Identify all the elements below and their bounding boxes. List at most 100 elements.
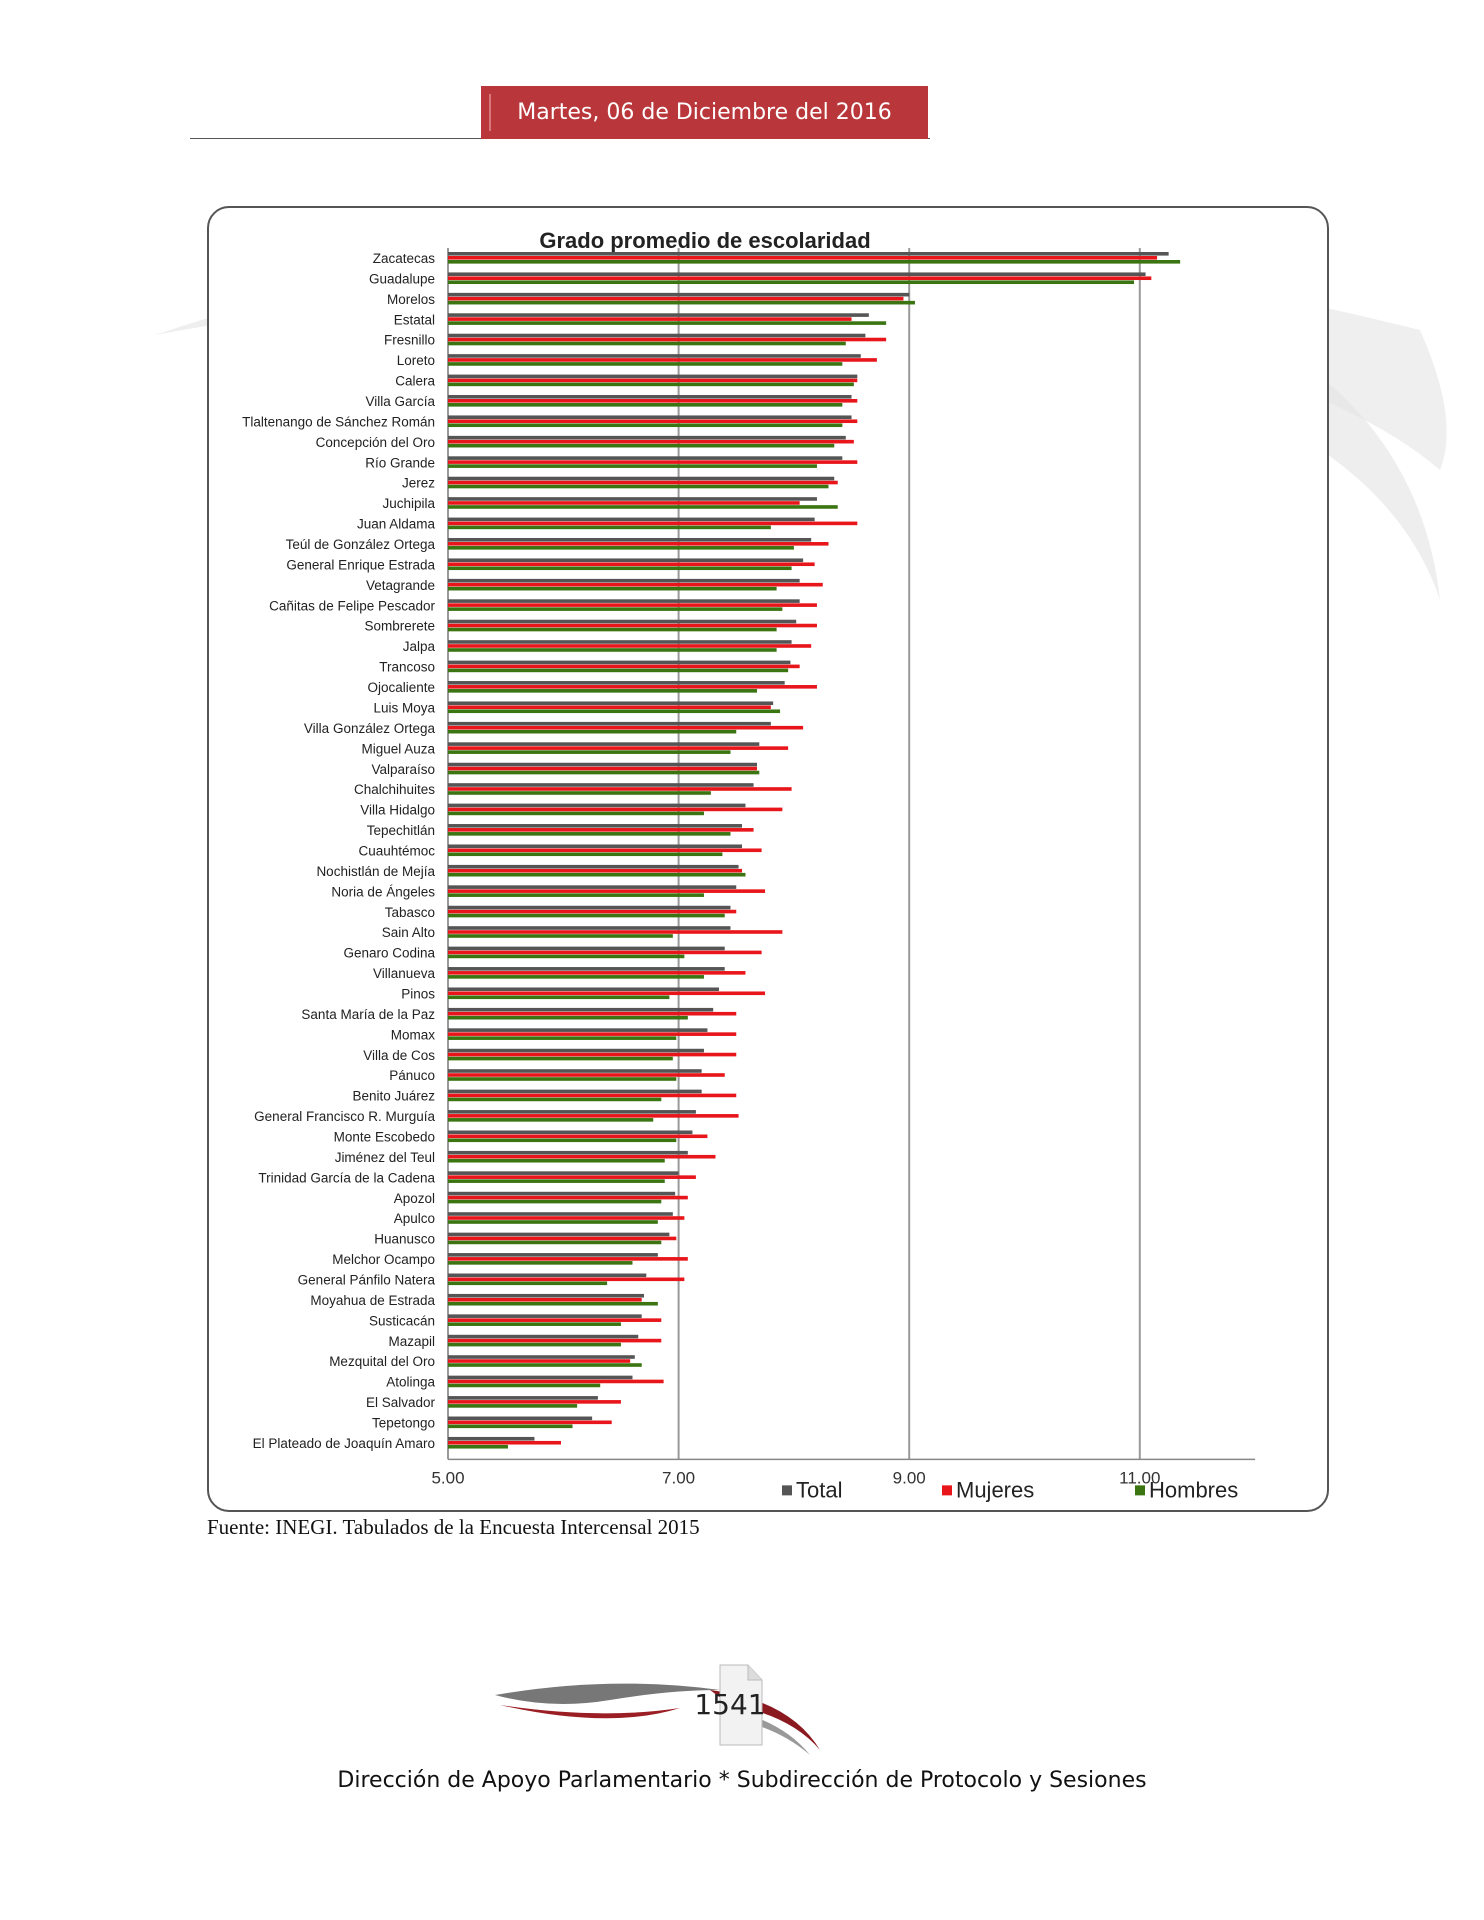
bar-hombres-45 <box>448 1179 665 1183</box>
bar-total-0 <box>448 252 1169 256</box>
bar-hombres-50 <box>448 1281 608 1286</box>
category-label-24: Miguel Auza <box>361 741 435 756</box>
bar-total-18 <box>448 619 797 624</box>
bar-hombres-3 <box>448 321 887 325</box>
bar-mujeres-13 <box>448 521 858 526</box>
bar-total-33 <box>448 926 731 930</box>
bar-hombres-0 <box>448 260 1181 264</box>
bar-mujeres-41 <box>448 1093 737 1098</box>
bar-mujeres-4 <box>448 337 887 342</box>
bar-total-26 <box>448 783 754 787</box>
bar-hombres-22 <box>448 709 781 714</box>
bar-mujeres-9 <box>448 439 854 444</box>
bar-hombres-20 <box>448 668 789 673</box>
bar-total-28 <box>448 824 743 828</box>
category-label-10: Río Grande <box>365 455 435 470</box>
bar-total-11 <box>448 476 835 481</box>
bar-mujeres-23 <box>448 725 804 730</box>
bar-hombres-24 <box>448 750 731 754</box>
category-label-6: Calera <box>395 374 435 389</box>
bar-mujeres-42 <box>448 1114 739 1118</box>
bar-total-21 <box>448 681 785 685</box>
category-label-20: Trancoso <box>379 660 435 675</box>
bar-total-16 <box>448 578 800 583</box>
bar-hombres-44 <box>448 1158 665 1163</box>
category-label-11: Jerez <box>402 476 435 491</box>
bar-total-5 <box>448 354 861 358</box>
category-label-30: Nochistlán de Mejía <box>316 864 435 879</box>
bar-hombres-5 <box>448 362 843 366</box>
bar-mujeres-37 <box>448 1011 737 1016</box>
bar-total-4 <box>448 333 866 338</box>
bar-total-55 <box>448 1375 633 1380</box>
legend-label-hombres: Hombres <box>1149 1477 1238 1502</box>
category-label-44: Jiménez del Teul <box>335 1150 435 1165</box>
category-label-2: Morelos <box>387 292 435 307</box>
bar-hombres-1 <box>448 280 1135 285</box>
bar-mujeres-21 <box>448 685 817 689</box>
bar-mujeres-6 <box>448 378 858 383</box>
category-label-14: Teúl de González Ortega <box>286 537 436 552</box>
bar-total-34 <box>448 946 725 951</box>
bar-mujeres-3 <box>448 317 852 321</box>
category-label-31: Noria de Ángeles <box>331 884 435 899</box>
category-label-0: Zacatecas <box>373 251 436 266</box>
bar-total-37 <box>448 1007 714 1012</box>
bar-hombres-46 <box>448 1199 662 1204</box>
bar-hombres-10 <box>448 464 817 468</box>
category-label-34: Genaro Codina <box>343 946 435 961</box>
bar-total-22 <box>448 701 774 706</box>
bar-hombres-16 <box>448 586 777 591</box>
bar-hombres-14 <box>448 546 794 550</box>
bar-mujeres-50 <box>448 1277 685 1282</box>
category-label-28: Tepechitlán <box>367 823 435 838</box>
category-label-13: Juan Aldama <box>357 517 436 532</box>
tick-label-0: 5.00 <box>431 1468 464 1487</box>
bar-hombres-58 <box>448 1444 508 1449</box>
category-label-3: Estatal <box>394 312 435 327</box>
bar-mujeres-5 <box>448 358 877 362</box>
category-label-25: Valparaíso <box>371 762 435 777</box>
category-label-1: Guadalupe <box>369 271 435 286</box>
bar-total-49 <box>448 1253 658 1257</box>
bar-mujeres-45 <box>448 1175 696 1179</box>
bar-total-9 <box>448 435 846 440</box>
category-label-27: Villa Hidalgo <box>360 803 435 818</box>
category-label-16: Vetagrande <box>366 578 435 593</box>
category-label-48: Huanusco <box>374 1232 435 1247</box>
bar-hombres-19 <box>448 648 777 652</box>
bar-total-56 <box>448 1396 598 1400</box>
bar-total-23 <box>448 721 771 726</box>
bar-mujeres-38 <box>448 1032 737 1036</box>
category-label-49: Melchor Ocampo <box>332 1252 435 1267</box>
bar-hombres-53 <box>448 1342 621 1347</box>
bar-total-58 <box>448 1436 535 1441</box>
bar-mujeres-44 <box>448 1154 716 1159</box>
category-label-54: Mezquital del Oro <box>329 1354 435 1369</box>
bar-mujeres-26 <box>448 787 792 791</box>
bar-total-57 <box>448 1416 593 1421</box>
bar-total-40 <box>448 1069 702 1073</box>
bar-total-53 <box>448 1334 639 1339</box>
bar-hombres-31 <box>448 893 704 897</box>
bar-mujeres-29 <box>448 848 762 853</box>
bar-total-42 <box>448 1110 696 1114</box>
category-label-47: Apulco <box>394 1211 435 1226</box>
bar-hombres-39 <box>448 1056 673 1061</box>
bar-hombres-30 <box>448 872 746 877</box>
bar-mujeres-25 <box>448 766 758 771</box>
bar-total-31 <box>448 885 737 889</box>
bar-total-20 <box>448 660 791 665</box>
bar-total-32 <box>448 905 731 910</box>
bar-mujeres-40 <box>448 1073 725 1077</box>
legend-swatch-mujeres <box>942 1485 952 1496</box>
bar-hombres-2 <box>448 300 915 305</box>
bar-mujeres-10 <box>448 460 858 464</box>
bar-mujeres-49 <box>448 1257 688 1261</box>
category-label-32: Tabasco <box>385 905 435 920</box>
footer-emblem <box>495 1664 820 1755</box>
category-label-19: Jalpa <box>403 639 436 654</box>
category-label-26: Chalchihuites <box>354 782 435 797</box>
category-label-4: Fresnillo <box>384 333 435 348</box>
bar-hombres-18 <box>448 627 777 632</box>
